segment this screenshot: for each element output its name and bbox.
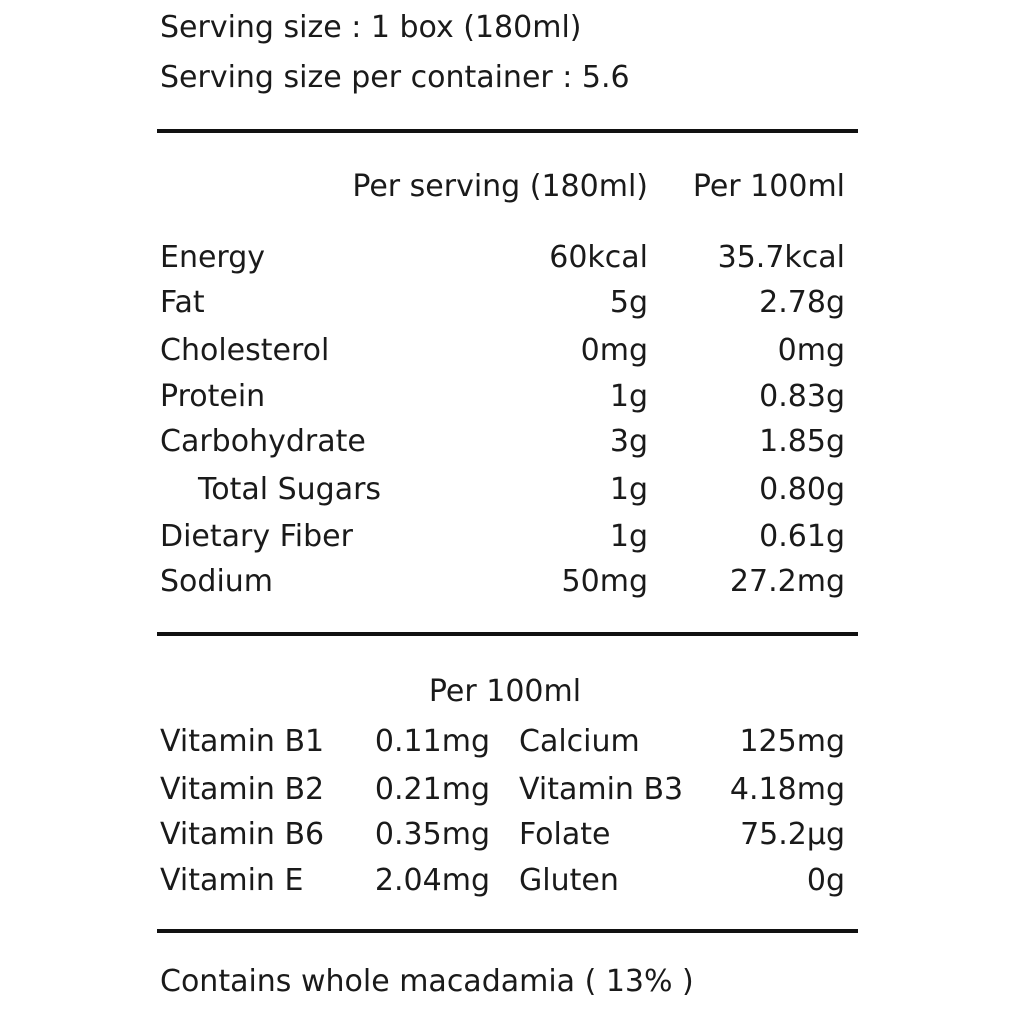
header-per-serving: Per serving (180ml)	[352, 169, 648, 204]
mineral-label: Folate	[519, 817, 611, 852]
serving-size: Serving size : 1 box (180ml)	[160, 10, 582, 45]
nutrient-label: Dietary Fiber	[160, 519, 353, 554]
nutrient-per-100ml: 35.7kcal	[717, 240, 845, 275]
nutrient-per-serving: 60kcal	[549, 240, 648, 275]
mineral-label: Gluten	[519, 863, 619, 898]
mineral-value: 75.2µg	[740, 817, 845, 852]
vitamins-header: Per 100ml	[428, 674, 582, 709]
nutrient-per-serving: 50mg	[561, 564, 648, 599]
nutrient-label: Sodium	[160, 564, 274, 599]
mineral-label: Vitamin B3	[519, 772, 684, 807]
nutrient-per-serving: 1g	[609, 519, 648, 554]
footer-note: Contains whole macadamia ( 13% )	[160, 964, 694, 999]
nutrient-per-serving: 1g	[609, 472, 648, 507]
header-per-100ml: Per 100ml	[692, 169, 845, 204]
nutrient-per-serving: 3g	[609, 424, 648, 459]
nutrient-label: Energy	[160, 240, 266, 275]
nutrient-per-serving: 1g	[609, 379, 648, 414]
divider	[157, 929, 858, 933]
nutrient-per-serving: 0mg	[580, 333, 648, 368]
nutrient-label: Protein	[160, 379, 266, 414]
mineral-label: Calcium	[519, 724, 640, 759]
nutrient-per-100ml: 27.2mg	[729, 564, 845, 599]
nutrient-per-100ml: 0mg	[777, 333, 845, 368]
vitamin-label: Vitamin B1	[160, 724, 325, 759]
mineral-value: 125mg	[739, 724, 845, 759]
nutrient-label: Total Sugars	[198, 472, 382, 507]
vitamin-value: 0.35mg	[374, 817, 490, 852]
nutrient-per-100ml: 2.78g	[759, 285, 845, 320]
vitamin-label: Vitamin B2	[160, 772, 325, 807]
nutrient-per-100ml: 0.80g	[759, 472, 845, 507]
vitamin-value: 2.04mg	[374, 863, 490, 898]
vitamin-value: 0.11mg	[374, 724, 490, 759]
vitamin-label: Vitamin B6	[160, 817, 325, 852]
nutrient-per-100ml: 0.83g	[759, 379, 845, 414]
nutrient-label: Cholesterol	[160, 333, 330, 368]
nutrient-per-100ml: 1.85g	[759, 424, 845, 459]
nutrient-per-serving: 5g	[609, 285, 648, 320]
nutrient-label: Fat	[160, 285, 205, 320]
servings-per-container: Serving size per container : 5.6	[160, 60, 630, 95]
nutrient-per-100ml: 0.61g	[759, 519, 845, 554]
vitamin-value: 0.21mg	[374, 772, 490, 807]
nutrient-label: Carbohydrate	[160, 424, 366, 459]
divider	[157, 632, 858, 636]
mineral-value: 0g	[806, 863, 845, 898]
divider	[157, 129, 858, 133]
vitamin-label: Vitamin E	[160, 863, 304, 898]
mineral-value: 4.18mg	[729, 772, 845, 807]
